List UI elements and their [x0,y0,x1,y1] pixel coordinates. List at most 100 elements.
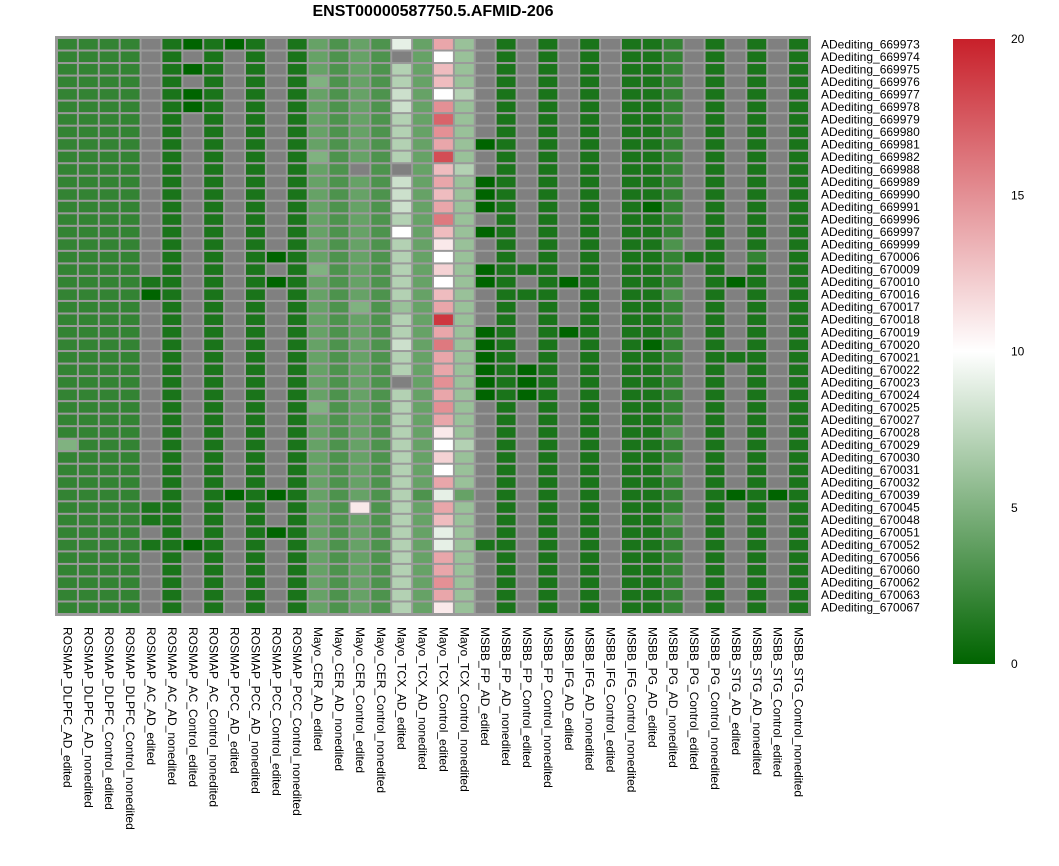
heatmap-cell [162,602,182,613]
heatmap-cell [162,352,182,363]
heatmap-cell [517,264,537,275]
heatmap-cell [392,101,412,113]
row-label: ADediting_669975 [821,62,920,76]
heatmap-cell [726,51,746,63]
heatmap-cell [78,101,98,113]
heatmap-cell [663,389,683,401]
heatmap-cell [517,201,537,213]
heatmap-cell [726,189,746,200]
heatmap-cell [78,389,98,401]
heatmap-cell [141,489,161,501]
heatmap-cell [78,339,98,351]
heatmap-cell [120,414,140,426]
heatmap-cell [684,327,704,338]
heatmap-cell [496,239,516,250]
heatmap-cell [58,402,77,413]
heatmap-cell [580,589,600,601]
heatmap-cell [622,314,641,325]
heatmap-cell [246,477,265,488]
heatmap-cell [287,389,307,401]
heatmap-cell [141,226,161,238]
heatmap-cell [622,589,641,601]
column-label: MSBB_PG_Control_nonedited [708,627,722,790]
heatmap-cell [454,176,474,188]
heatmap-cell [141,452,161,463]
heatmap-cell [580,114,600,125]
heatmap-cell [120,151,140,163]
heatmap-cell [371,577,391,588]
heatmap-cell [78,64,98,75]
heatmap-cell [78,164,98,175]
heatmap-cell [622,452,641,463]
heatmap-cell [454,564,474,576]
heatmap-cell [789,602,808,613]
heatmap-cell [601,602,620,613]
heatmap-cell [204,339,224,351]
heatmap-cell [392,176,412,188]
heatmap-cell [789,389,808,401]
heatmap-cell [789,552,808,563]
heatmap-cell [78,577,98,588]
heatmap-cell [684,577,704,588]
heatmap-cell [329,176,349,188]
heatmap-cell [120,489,140,501]
heatmap-cell [434,301,453,313]
heatmap-cell [225,39,244,50]
heatmap-cell [58,527,77,538]
heatmap-cell [496,151,516,163]
heatmap-cell [287,552,307,563]
heatmap-cell [266,139,286,150]
heatmap-cell [601,389,620,401]
heatmap-cell [99,101,119,113]
heatmap-cell [663,64,683,75]
heatmap-cell [413,602,432,613]
heatmap-cell [601,101,620,113]
heatmap-cell [308,539,328,551]
heatmap-cell [622,477,641,488]
heatmap-cell [287,327,307,338]
heatmap-cell [434,176,453,188]
heatmap-cell [246,101,265,113]
heatmap-cell [663,527,683,538]
heatmap-cell [204,314,224,325]
heatmap-cell [580,151,600,163]
heatmap-cell [120,51,140,63]
column-label: MSBB_PG_AD_nonedited [666,627,680,768]
heatmap-cell [58,214,77,225]
column-label: Mayo_CER_AD_edited [311,627,325,751]
heatmap-cell [726,452,746,463]
heatmap-cell [580,464,600,476]
row-label: ADediting_670016 [821,288,920,302]
heatmap-cell [663,327,683,338]
heatmap-cell [705,89,725,100]
heatmap-cell [622,176,641,188]
heatmap-cell [120,402,140,413]
heatmap-cell [413,439,432,451]
heatmap-cell [789,327,808,338]
heatmap-cell [538,89,558,100]
heatmap-cell [350,314,370,325]
heatmap-cell [496,489,516,501]
row-label: ADediting_669978 [821,100,920,114]
heatmap-cell [392,489,412,501]
heatmap-cell [308,89,328,100]
heatmap-cell [726,402,746,413]
heatmap-cell [684,427,704,438]
heatmap-cell [705,239,725,250]
row-label: ADediting_670017 [821,300,920,314]
heatmap-cell [454,114,474,125]
heatmap-cell [580,452,600,463]
heatmap-cell [204,264,224,275]
heatmap-cell [183,439,203,451]
heatmap-cell [684,539,704,551]
heatmap-cell [141,214,161,225]
heatmap-cell [454,164,474,175]
heatmap-cell [308,589,328,601]
heatmap-cell [350,114,370,125]
heatmap-cell [622,527,641,538]
heatmap-cell [350,402,370,413]
heatmap-cell [350,427,370,438]
heatmap-cell [225,514,244,526]
heatmap-cell [663,402,683,413]
heatmap-cell [475,402,495,413]
